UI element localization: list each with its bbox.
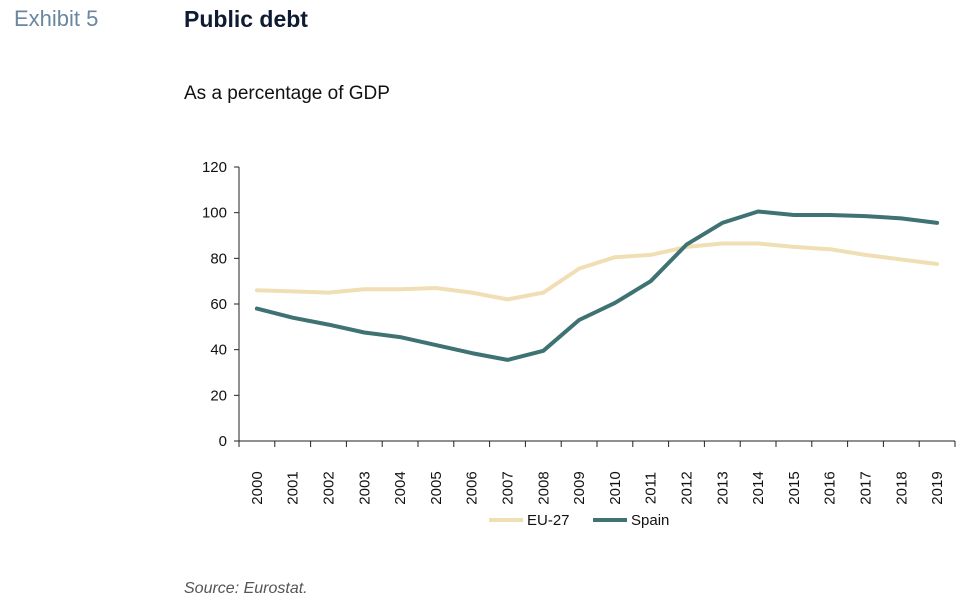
y-tick-label: 0 [219, 433, 227, 450]
x-tick-label: 2001 [285, 471, 302, 504]
y-tick-label: 80 [210, 250, 227, 267]
x-tick-label: 2004 [392, 471, 409, 504]
x-tick-label: 2016 [822, 471, 839, 504]
legend-label-eu-27: EU-27 [527, 512, 570, 529]
y-tick-label: 60 [210, 296, 227, 313]
y-tick-label: 100 [202, 205, 227, 222]
series-line-eu-27 [254, 241, 940, 302]
series-line-spain [254, 209, 940, 362]
x-tick-label: 2009 [571, 471, 588, 504]
exhibit-label: Exhibit 5 [14, 6, 99, 31]
x-tick-label: 2018 [893, 471, 910, 504]
y-tick-label: 20 [210, 387, 227, 404]
legend-label-spain: Spain [631, 512, 669, 529]
chart-title: Public debt [184, 6, 308, 32]
x-tick-label: 2013 [714, 471, 731, 504]
x-tick-label: 2011 [643, 472, 660, 504]
x-tick-label: 2010 [607, 471, 624, 504]
y-tick-label: 120 [202, 159, 227, 176]
x-tick-label: 2008 [535, 471, 552, 504]
x-tick-label: 2000 [249, 471, 266, 504]
x-tick-label: 2006 [464, 471, 481, 504]
x-tick-label: 2012 [679, 471, 696, 504]
x-tick-label: 2007 [500, 471, 517, 504]
x-tick-label: 2002 [321, 471, 338, 504]
x-tick-label: 2005 [428, 471, 445, 504]
chart-subtitle: As a percentage of GDP [184, 83, 390, 104]
y-tick-label: 40 [210, 342, 227, 359]
source-note: Source: Eurostat. [184, 580, 308, 597]
x-tick-label: 2017 [858, 471, 875, 504]
x-tick-label: 2015 [786, 471, 803, 504]
x-tick-label: 2003 [356, 471, 373, 504]
x-tick-label: 2014 [750, 471, 767, 504]
x-tick-label: 2019 [929, 471, 946, 504]
